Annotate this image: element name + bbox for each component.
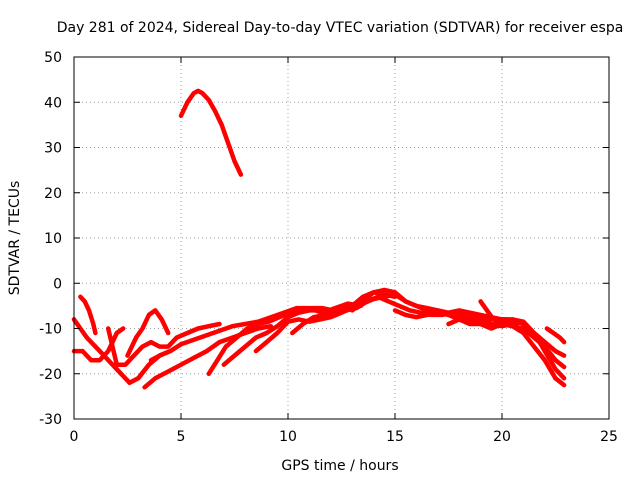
series-arc-h [206, 303, 357, 377]
series-arc-e [125, 308, 171, 358]
y-tick-label: 50 [44, 50, 62, 66]
x-tick-label: 20 [493, 429, 511, 445]
series-layer [71, 88, 567, 390]
y-tick-label: 30 [44, 141, 62, 157]
series-arc-o [446, 317, 567, 358]
series-arc-i [221, 290, 398, 367]
series-arc-k [290, 294, 509, 336]
y-tick-label: 20 [44, 186, 62, 202]
series-arc-j [253, 292, 419, 354]
y-axis-label: SDTVAR / TECUs [7, 181, 23, 296]
y-tick-label: 40 [44, 95, 62, 111]
x-tick-label: 0 [70, 429, 79, 445]
y-tick-label: 0 [53, 276, 62, 292]
y-tick-label: -10 [39, 322, 62, 338]
x-tick-label: 25 [600, 429, 618, 445]
ticks-layer: 0 5 10 15 20 25 -30 -20 -10 0 10 20 30 40 50 [39, 50, 618, 445]
series-arc-a [71, 317, 173, 386]
series-arc-p [478, 299, 567, 370]
x-tick-label: 10 [279, 429, 297, 445]
series-arc-c [71, 326, 126, 363]
y-tick-label: 10 [44, 231, 62, 247]
y-tick-label: -20 [39, 367, 62, 383]
series-arc-f [142, 323, 274, 390]
x-tick-label: 5 [177, 429, 186, 445]
chart-title: Day 281 of 2024, Sidereal Day-to-day VTE… [57, 20, 624, 36]
series-arc-q [544, 326, 567, 345]
series-arc-b [78, 294, 98, 336]
x-tick-label: 15 [386, 429, 404, 445]
series-arc-high [178, 88, 244, 177]
y-tick-label: -30 [39, 412, 62, 428]
grid-layer [74, 57, 609, 419]
series-arc-d [105, 321, 222, 367]
x-axis-label: GPS time / hours [281, 458, 398, 474]
